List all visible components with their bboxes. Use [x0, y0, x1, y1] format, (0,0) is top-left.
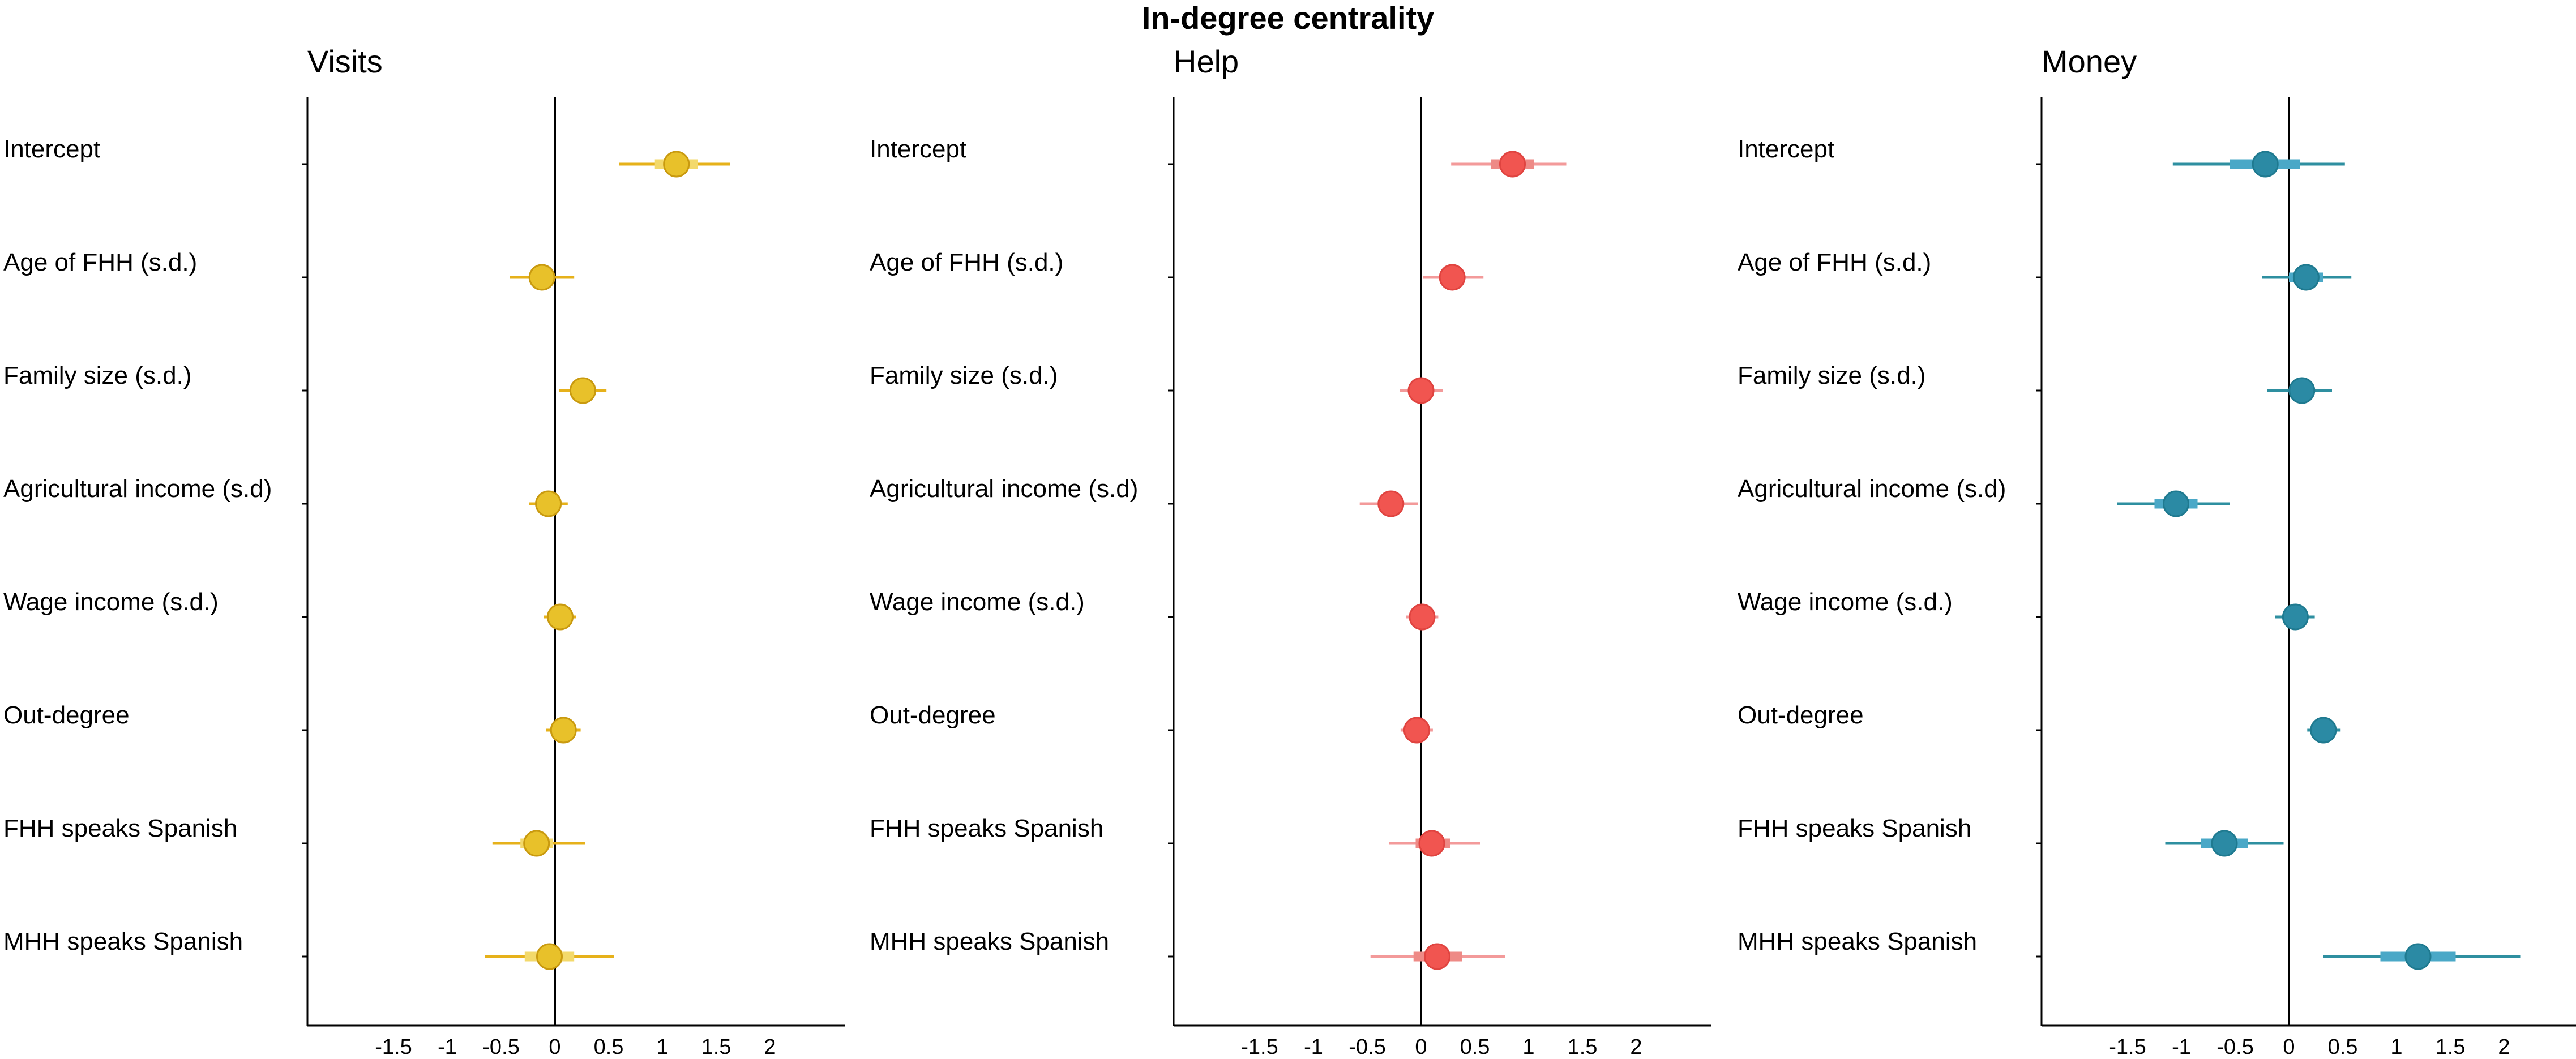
panel-visits: Visits -1.5 -1 -0.5 0 0.5 1 1.5 2 Intercept Age of… — [3, 44, 845, 1059]
point-estimate — [1377, 490, 1405, 517]
figure-title: In-degree centrality — [1141, 0, 1435, 36]
row-label: MHH speaks Spanish — [870, 928, 1109, 955]
x-tick-label: 1.5 — [2436, 1035, 2466, 1059]
point-estimate — [535, 490, 562, 517]
x-tick-label: 0 — [2283, 1035, 2295, 1059]
row-label: Out-degree — [1738, 701, 1864, 729]
point-estimate — [528, 264, 555, 291]
row-label: Wage income (s.d.) — [3, 588, 219, 616]
x-tick-label: 0 — [549, 1035, 560, 1059]
x-tick-label: -0.5 — [2216, 1035, 2253, 1059]
row-label: Intercept — [3, 135, 100, 163]
point-estimate — [2252, 151, 2279, 178]
row-label: Wage income (s.d.) — [870, 588, 1085, 616]
x-tick-label: -0.5 — [482, 1035, 519, 1059]
x-tick-label: 0.5 — [2328, 1035, 2358, 1059]
x-tick-label: 1.5 — [701, 1035, 731, 1059]
row-label: MHH speaks Spanish — [3, 928, 243, 955]
panel-help: Help -1.5 -1 -0.5 0 0.5 1 1.5 2 Intercept Age of F… — [870, 44, 1711, 1059]
point-estimate — [1403, 717, 1430, 744]
point-estimate — [547, 603, 574, 631]
panel-title: Visits — [307, 44, 383, 79]
x-tick-label: 1 — [656, 1035, 668, 1059]
x-tick-label: -1.5 — [1241, 1035, 1278, 1059]
row-label: MHH speaks Spanish — [1738, 928, 1977, 955]
point-estimate — [569, 377, 596, 404]
point-estimate — [1424, 943, 1450, 970]
x-tick-label: -1 — [1304, 1035, 1323, 1059]
x-tick-label: -1 — [438, 1035, 457, 1059]
panel-money: Money -1.5 -1 -0.5 0 0.5 1 1.5 2 Intercept Age of … — [1738, 44, 2576, 1059]
x-tick-label: 1.5 — [1568, 1035, 1598, 1059]
x-tick-label: 2 — [2498, 1035, 2510, 1059]
row-label: Out-degree — [3, 701, 130, 729]
x-tick-label: -1.5 — [2109, 1035, 2146, 1059]
x-tick-label: 1 — [1522, 1035, 1534, 1059]
row-label: FHH speaks Spanish — [1738, 814, 1971, 842]
x-tick-label: -0.5 — [1349, 1035, 1385, 1059]
point-estimate — [2292, 264, 2320, 291]
point-estimate — [1409, 603, 1436, 631]
point-estimate — [2211, 830, 2238, 857]
panel-title: Help — [1174, 44, 1239, 79]
point-estimate — [2310, 717, 2337, 744]
point-estimate — [2282, 603, 2309, 631]
row-label: Wage income (s.d.) — [1738, 588, 1953, 616]
point-estimate — [536, 943, 563, 970]
row-label: Family size (s.d.) — [870, 362, 1058, 389]
point-estimate — [1499, 151, 1526, 178]
point-estimate — [1418, 830, 1445, 857]
row-label: FHH speaks Spanish — [870, 814, 1103, 842]
row-label: Age of FHH (s.d.) — [3, 248, 197, 276]
row-label: Agricultural income (s.d) — [870, 475, 1138, 503]
row-label: Intercept — [1738, 135, 1834, 163]
point-estimate — [2163, 490, 2189, 517]
point-estimate — [1407, 377, 1435, 404]
x-tick-label: 2 — [764, 1035, 776, 1059]
row-label: Intercept — [870, 135, 966, 163]
x-tick-label: 0 — [1415, 1035, 1427, 1059]
x-tick-label: -1.5 — [375, 1035, 412, 1059]
x-tick-label: 2 — [1630, 1035, 1642, 1059]
point-estimate — [2288, 377, 2316, 404]
point-estimate — [1439, 264, 1466, 291]
x-tick-label: 1 — [2390, 1035, 2402, 1059]
row-label: Age of FHH (s.d.) — [870, 248, 1063, 276]
point-estimate — [663, 151, 690, 178]
x-tick-label: -1 — [2172, 1035, 2191, 1059]
point-estimate — [2404, 943, 2432, 970]
x-tick-label: 0.5 — [594, 1035, 624, 1059]
row-label: Age of FHH (s.d.) — [1738, 248, 1931, 276]
row-label: Agricultural income (s.d) — [1738, 475, 2006, 503]
panel-title: Money — [2042, 44, 2137, 79]
row-label: Family size (s.d.) — [1738, 362, 1925, 389]
x-tick-label: 0.5 — [1460, 1035, 1490, 1059]
point-estimate — [523, 830, 550, 857]
row-label: Family size (s.d.) — [3, 362, 191, 389]
row-label: Agricultural income (s.d) — [3, 475, 272, 503]
point-estimate — [550, 717, 577, 744]
row-label: FHH speaks Spanish — [3, 814, 237, 842]
row-label: Out-degree — [870, 701, 996, 729]
